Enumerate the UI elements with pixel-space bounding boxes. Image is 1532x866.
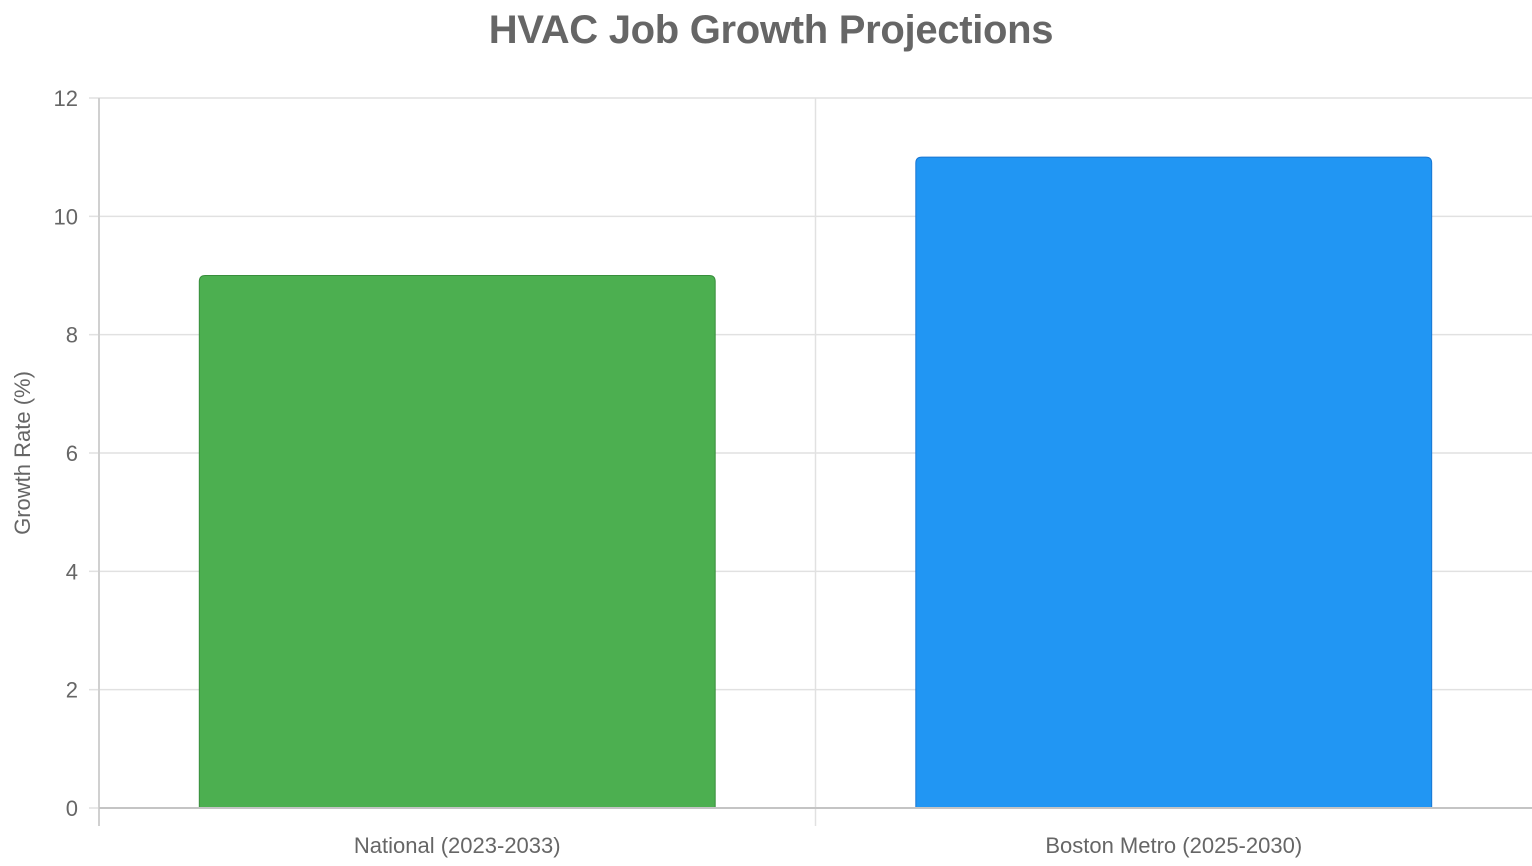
y-tick-label: 8 — [66, 323, 78, 348]
x-tick-label: National (2023-2033) — [354, 833, 561, 858]
y-tick-label: 6 — [66, 441, 78, 466]
y-tick-label: 2 — [66, 678, 78, 703]
y-tick-label: 10 — [54, 204, 78, 229]
y-tick-label: 4 — [66, 559, 78, 584]
bar-2 — [915, 156, 1433, 809]
y-tick-label: 0 — [66, 796, 78, 821]
axes — [98, 98, 1532, 826]
bar-1 — [198, 275, 716, 809]
y-tick-label: 12 — [54, 86, 78, 111]
bars — [198, 156, 1433, 809]
chart-title: HVAC Job Growth Projections — [488, 8, 1054, 52]
x-tick-label: Boston Metro (2025-2030) — [1045, 833, 1302, 858]
y-axis-title: Growth Rate (%) — [10, 371, 35, 535]
tick-labels: 0 2 4 6 8 10 12 National (2023-2033) Boston Metr… — [54, 86, 1303, 858]
